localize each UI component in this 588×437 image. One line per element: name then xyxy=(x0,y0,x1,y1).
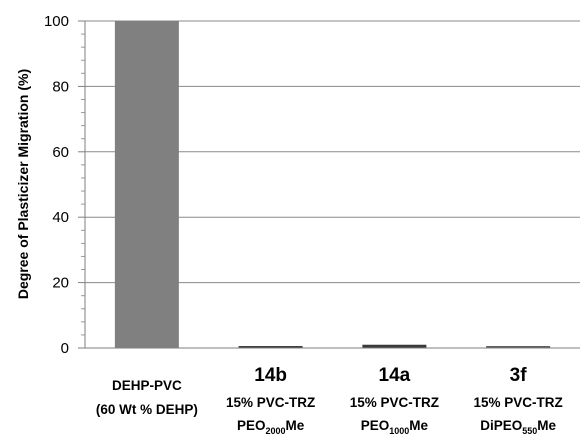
category-formula: PEO1000Me xyxy=(361,418,429,436)
category-label: DEHP-PVC xyxy=(112,378,182,393)
formula-tail: Me xyxy=(409,418,428,433)
formula-subscript: 2000 xyxy=(265,426,285,436)
formula-tail: Me xyxy=(286,418,305,433)
y-tick-label: 40 xyxy=(52,209,69,226)
formula-tail: Me xyxy=(537,418,556,433)
y-tick-label: 80 xyxy=(52,78,69,95)
category-formula: PEO2000Me xyxy=(237,418,305,436)
category-formula: DiPEO550Me xyxy=(480,418,556,436)
bar xyxy=(486,346,551,348)
category-label: 15% PVC-TRZ xyxy=(350,395,439,410)
formula-main: PEO xyxy=(237,418,266,433)
bar xyxy=(238,346,303,348)
category-code: 14b xyxy=(254,365,287,386)
category-label: 15% PVC-TRZ xyxy=(226,395,315,410)
formula-subscript: 550 xyxy=(522,426,537,436)
category-code: 3f xyxy=(510,365,528,386)
formula-subscript: 1000 xyxy=(389,426,409,436)
axes xyxy=(78,20,580,349)
bar xyxy=(362,344,427,348)
bars xyxy=(114,21,551,348)
y-tick-label: 60 xyxy=(52,144,69,161)
y-axis-label: Degree of Plasticizer Migration (%) xyxy=(15,69,31,299)
y-tick-labels: 0 20 40 60 80 100 xyxy=(44,13,69,357)
category-label: (60 Wt % DEHP) xyxy=(96,402,198,417)
y-tick-label: 0 xyxy=(61,340,69,357)
bar xyxy=(114,21,179,348)
y-tick-label: 100 xyxy=(44,13,69,30)
category-code: 14a xyxy=(379,365,411,386)
formula-main: DiPEO xyxy=(480,418,522,433)
category-label: 15% PVC-TRZ xyxy=(473,395,562,410)
formula-main: PEO xyxy=(361,418,390,433)
y-tick-label: 20 xyxy=(52,275,69,292)
